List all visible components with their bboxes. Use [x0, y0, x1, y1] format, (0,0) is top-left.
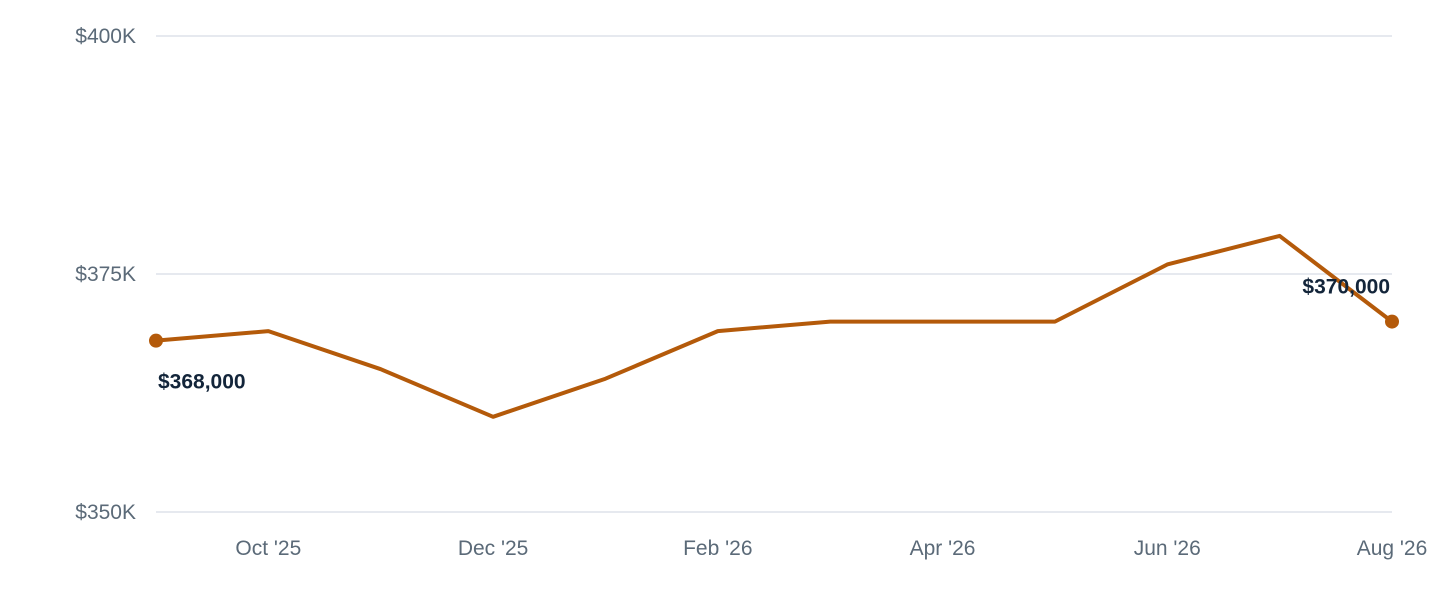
y-tick-label: $350K	[75, 501, 136, 524]
data-labels: $368,000 $370,000	[158, 276, 1390, 394]
x-axis-tick-labels: Oct '25 Dec '25 Feb '26 Apr '26 Jun '26 Aug '…	[235, 537, 1427, 560]
y-axis-tick-labels: $350K $375K $400K	[75, 25, 136, 524]
data-label: $368,000	[158, 371, 246, 394]
x-tick-label: Feb '26	[683, 537, 752, 560]
x-tick-label: Dec '25	[458, 537, 529, 560]
data-label: $370,000	[1302, 276, 1390, 299]
gridlines	[156, 35, 1392, 513]
y-tick-label: $400K	[75, 25, 136, 48]
y-tick-label: $375K	[75, 263, 136, 286]
data-point-marker	[1385, 314, 1399, 329]
x-tick-label: Apr '26	[910, 537, 976, 560]
x-tick-label: Oct '25	[235, 537, 301, 560]
x-tick-label: Aug '26	[1357, 537, 1428, 560]
data-point-marker	[149, 333, 163, 348]
x-tick-label: Jun '26	[1134, 537, 1201, 560]
series-price	[149, 233, 1399, 419]
series-line	[154, 233, 1394, 419]
